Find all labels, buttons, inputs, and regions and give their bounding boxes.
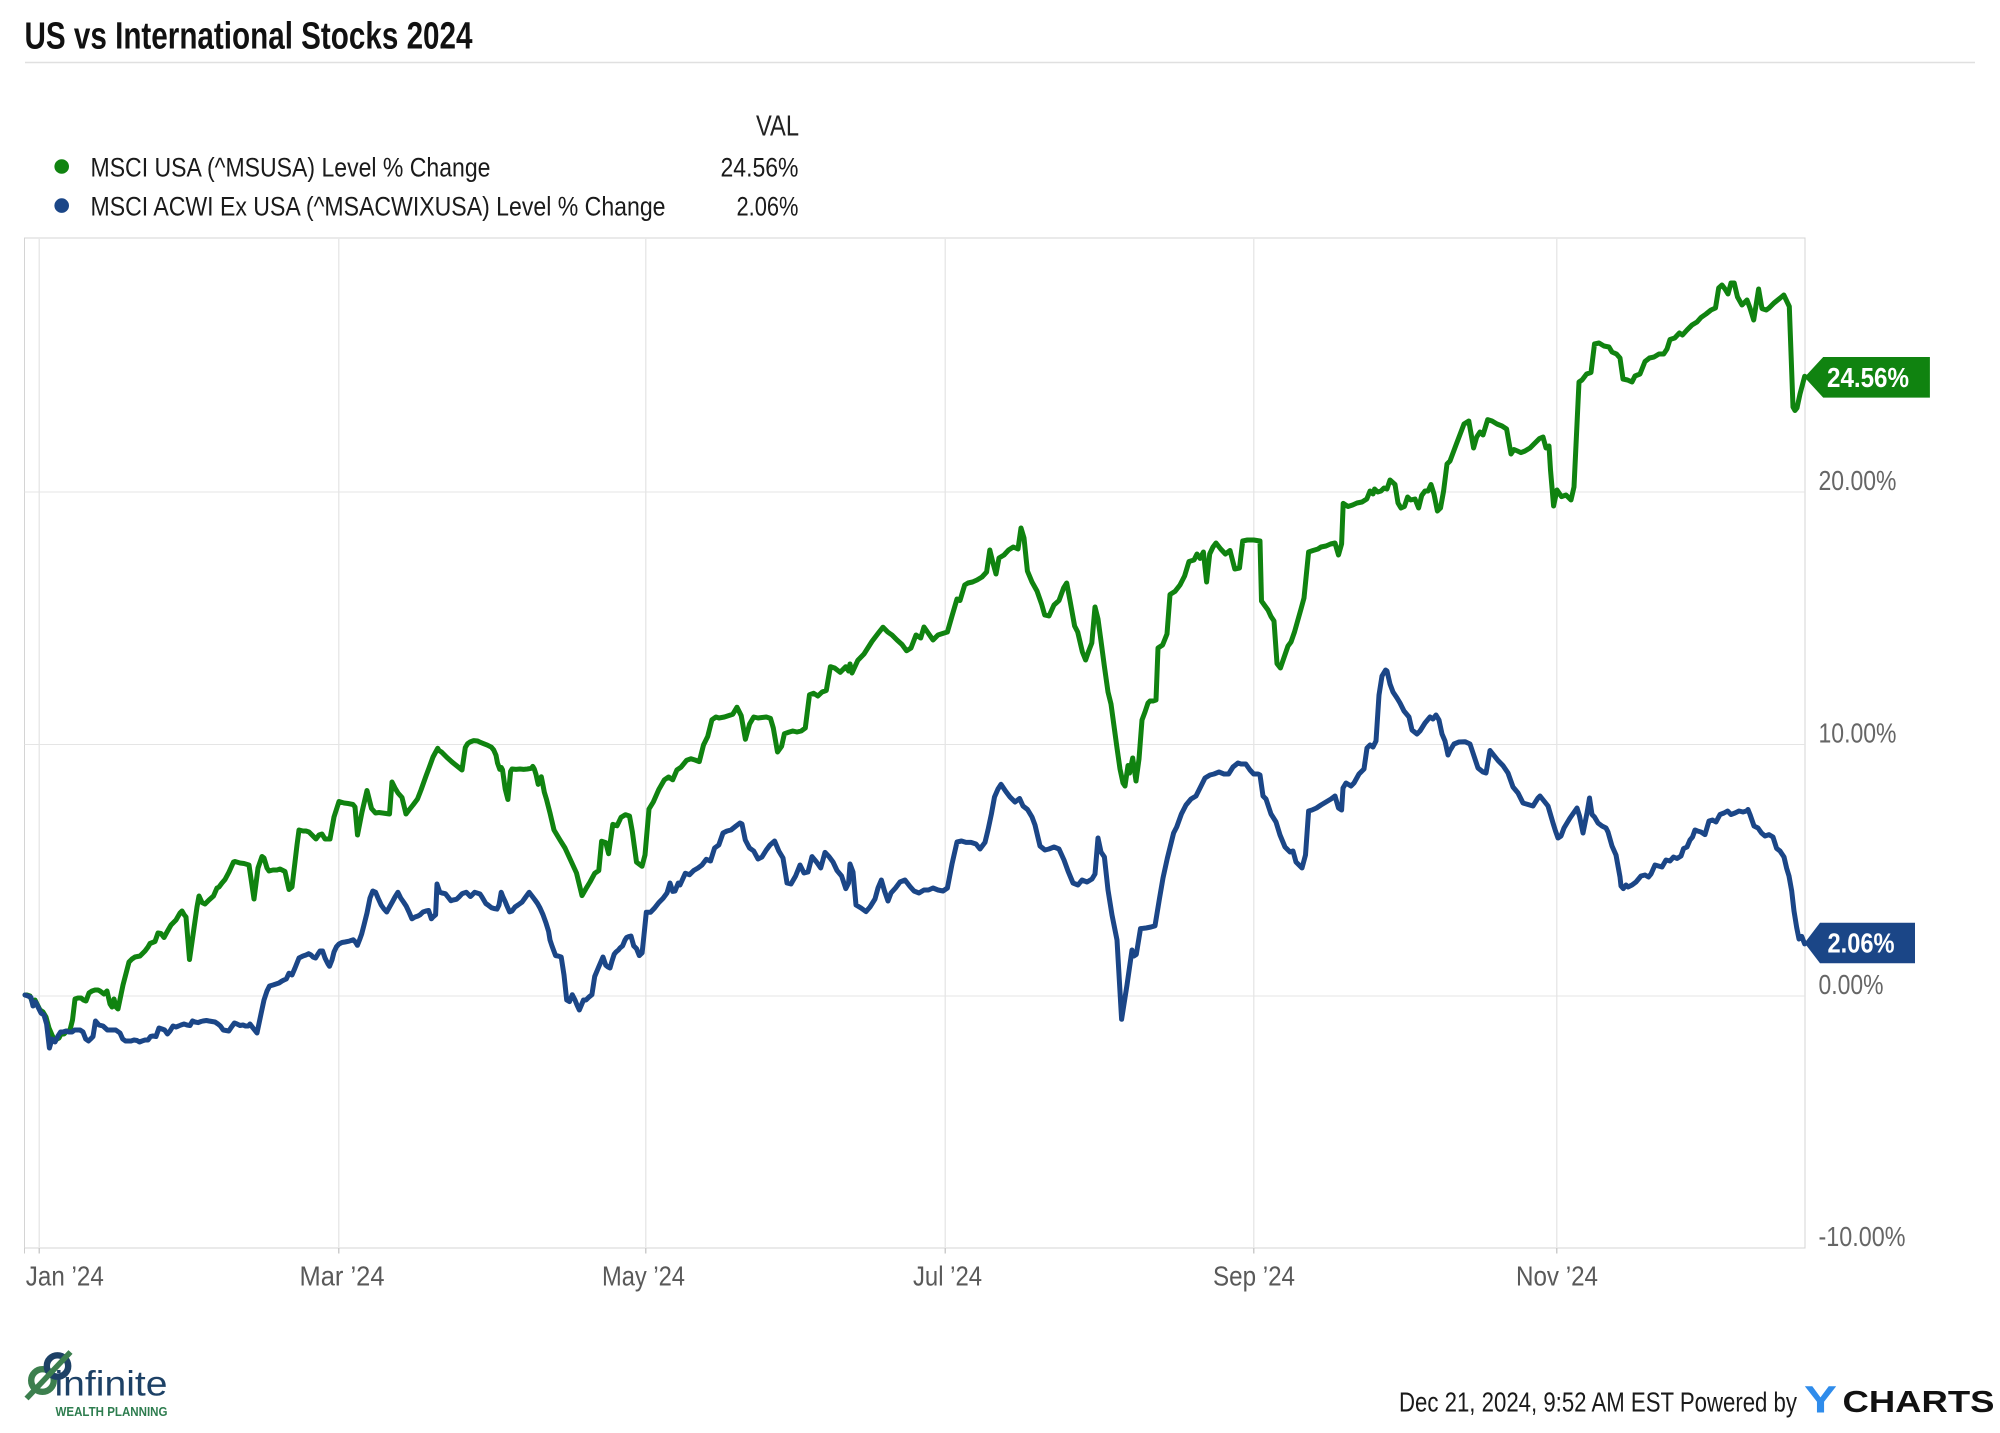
svg-text:Mar ’24: Mar ’24 [300, 1261, 385, 1292]
svg-text:24.56%: 24.56% [1827, 362, 1909, 393]
svg-text:2.06%: 2.06% [1828, 928, 1895, 959]
svg-text:Jul ’24: Jul ’24 [913, 1261, 982, 1292]
svg-text:Jan ’24: Jan ’24 [26, 1261, 104, 1292]
svg-text:CHARTS: CHARTS [1843, 1384, 1995, 1419]
svg-text:May ’24: May ’24 [602, 1261, 685, 1292]
svg-text:MSCI USA (^MSUSA) Level % Chan: MSCI USA (^MSUSA) Level % Change [91, 153, 491, 183]
svg-text:Dec 21, 2024, 9:52 AM EST Powe: Dec 21, 2024, 9:52 AM EST Powered by [1399, 1387, 1797, 1418]
svg-text:0.00%: 0.00% [1819, 969, 1884, 1000]
svg-text:24.56%: 24.56% [721, 153, 799, 183]
svg-text:2.06%: 2.06% [737, 192, 799, 222]
svg-text:Sep ’24: Sep ’24 [1213, 1261, 1295, 1292]
svg-text:-10.00%: -10.00% [1819, 1221, 1906, 1252]
svg-text:US vs International Stocks 202: US vs International Stocks 2024 [25, 15, 473, 57]
svg-text:infinite: infinite [55, 1365, 168, 1404]
svg-text:VAL: VAL [756, 110, 799, 142]
svg-text:10.00%: 10.00% [1819, 718, 1897, 749]
svg-text:MSCI ACWI Ex USA (^MSACWIXUSA): MSCI ACWI Ex USA (^MSACWIXUSA) Level % C… [91, 192, 666, 222]
svg-text:20.00%: 20.00% [1819, 465, 1897, 496]
svg-text:Nov ’24: Nov ’24 [1516, 1261, 1598, 1292]
svg-text:WEALTH PLANNING: WEALTH PLANNING [56, 1405, 168, 1419]
svg-text:Y: Y [1804, 1380, 1837, 1422]
